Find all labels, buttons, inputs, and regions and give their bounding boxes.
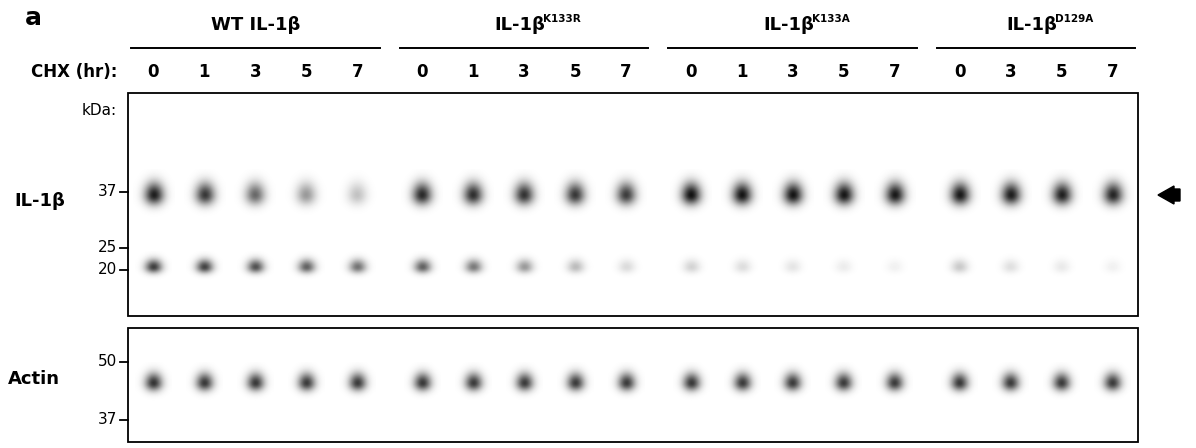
Text: K133A: K133A <box>812 14 849 24</box>
Text: IL-1β: IL-1β <box>495 16 545 34</box>
FancyArrow shape <box>1158 186 1180 204</box>
Text: 3: 3 <box>518 63 530 81</box>
Text: 1: 1 <box>199 63 210 81</box>
Text: 7: 7 <box>1106 63 1118 81</box>
Text: D129A: D129A <box>1055 14 1093 24</box>
Text: Actin: Actin <box>8 370 60 388</box>
Text: 7: 7 <box>889 63 901 81</box>
Text: 3: 3 <box>1005 63 1017 81</box>
Text: 7: 7 <box>352 63 364 81</box>
Text: 3: 3 <box>787 63 799 81</box>
Text: 25: 25 <box>98 241 117 255</box>
Text: 0: 0 <box>416 63 428 81</box>
Text: WT IL-1β: WT IL-1β <box>210 16 300 34</box>
Bar <box>128 328 1139 442</box>
Text: 3: 3 <box>250 63 261 81</box>
Text: 50: 50 <box>98 354 117 370</box>
Text: 0: 0 <box>148 63 159 81</box>
Text: CHX (hr):: CHX (hr): <box>31 63 117 81</box>
Text: 0: 0 <box>685 63 697 81</box>
Text: IL-1β: IL-1β <box>763 16 814 34</box>
Text: 7: 7 <box>621 63 631 81</box>
Text: 5: 5 <box>1056 63 1067 81</box>
Text: 37: 37 <box>98 185 117 199</box>
Text: 1: 1 <box>737 63 748 81</box>
Text: kDa:: kDa: <box>81 103 117 118</box>
Text: 1: 1 <box>468 63 478 81</box>
Text: IL-1β: IL-1β <box>14 192 65 210</box>
Text: IL-1β: IL-1β <box>1007 16 1057 34</box>
Text: a: a <box>25 6 42 30</box>
Text: 5: 5 <box>838 63 849 81</box>
Text: 5: 5 <box>569 63 581 81</box>
Text: K133R: K133R <box>543 14 581 24</box>
Text: 5: 5 <box>300 63 312 81</box>
Text: 20: 20 <box>98 263 117 277</box>
Bar <box>128 93 1139 316</box>
Text: 37: 37 <box>98 413 117 427</box>
Text: 0: 0 <box>954 63 965 81</box>
